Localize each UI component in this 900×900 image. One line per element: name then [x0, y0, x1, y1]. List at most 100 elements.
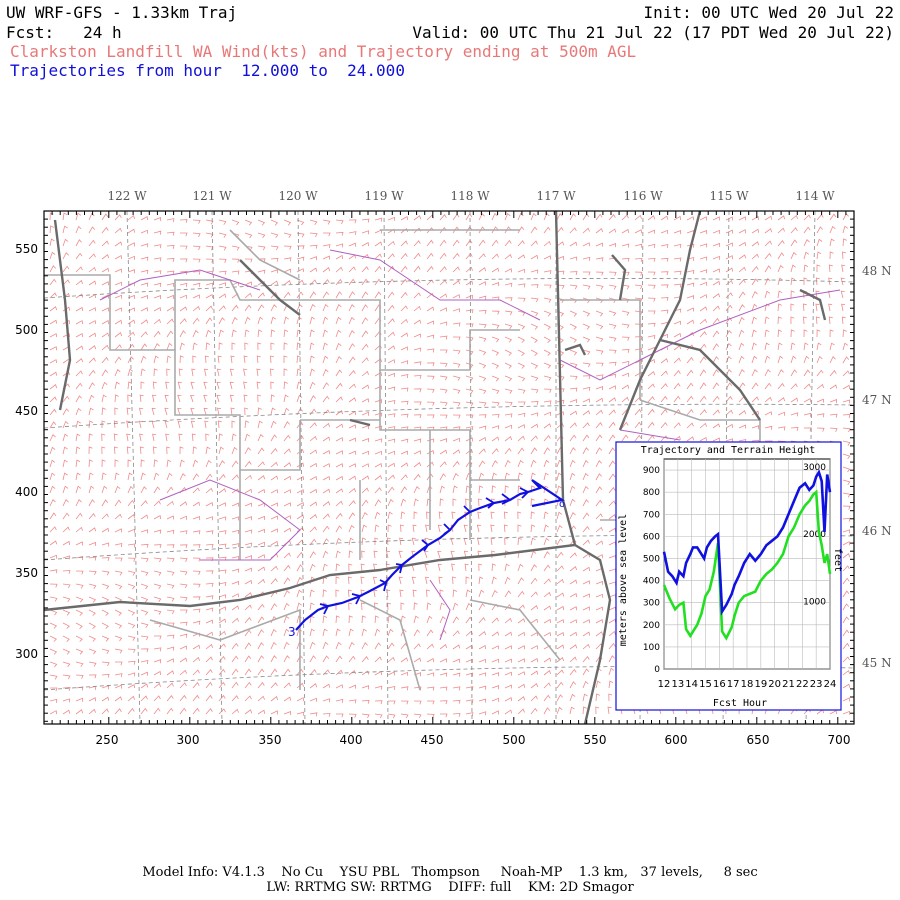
wind-barb	[62, 212, 68, 221]
wind-barb	[426, 615, 433, 624]
wind-barb	[569, 323, 577, 330]
wind-barb	[582, 310, 591, 317]
wind-barb	[634, 243, 643, 248]
wind-barb	[673, 257, 682, 262]
wind-barb	[192, 596, 201, 601]
wind-barb	[530, 254, 539, 260]
wind-barb	[322, 316, 329, 325]
wind-barb	[88, 513, 96, 520]
wind-barb	[465, 672, 474, 677]
wind-barb	[166, 245, 175, 250]
wind-barb	[205, 473, 213, 481]
wind-barb	[179, 707, 187, 715]
wind-barb	[335, 512, 343, 520]
wind-barb	[151, 394, 157, 403]
wind-barb	[153, 670, 162, 676]
model-info-line2: LW: RRTMG SW: RRTMG DIFF: full KM: 2D Sm…	[266, 880, 634, 895]
wind-barb	[478, 698, 487, 703]
wind-barb	[322, 641, 329, 650]
wind-barb	[283, 641, 290, 650]
wind-barb	[426, 629, 434, 637]
wind-barb	[543, 591, 551, 598]
wind-barb	[322, 501, 331, 507]
wind-barb	[556, 706, 563, 715]
wind-barb	[463, 524, 468, 533]
wind-barb	[244, 709, 253, 715]
wind-barb	[283, 329, 289, 338]
wind-barb	[361, 615, 366, 624]
wind-barb	[478, 685, 487, 690]
wind-barb	[49, 278, 57, 286]
wind-barb	[426, 375, 435, 380]
wind-barb	[660, 229, 669, 234]
wind-barb	[686, 282, 695, 287]
wind-barb	[426, 511, 431, 520]
wind-barb	[309, 449, 318, 455]
wind-barb	[218, 502, 227, 507]
wind-barb	[569, 644, 578, 650]
wind-barb	[647, 297, 656, 302]
wind-barb	[205, 656, 213, 663]
wind-barb	[283, 394, 289, 403]
wind-barb	[608, 667, 615, 676]
wind-barb	[49, 698, 58, 703]
wind-barb	[283, 219, 292, 226]
wind-barb	[478, 323, 487, 329]
wind-barb	[322, 303, 329, 312]
wind-barb	[322, 463, 331, 468]
wind-barb	[153, 609, 162, 615]
wind-barb	[647, 421, 655, 429]
wind-barb	[543, 657, 552, 663]
wind-barb	[283, 628, 290, 637]
wind-barb	[166, 544, 175, 549]
wind-barb	[569, 619, 578, 624]
wind-barb	[504, 212, 511, 221]
wind-barb	[595, 554, 604, 559]
wind-barb	[216, 394, 221, 403]
wind-barb	[400, 700, 409, 705]
wind-barb	[465, 686, 474, 691]
inset-x-tick-label: 19	[754, 679, 767, 690]
wind-barb	[153, 270, 162, 275]
wind-barb	[62, 279, 70, 286]
wind-barb	[309, 291, 317, 299]
wind-barb	[75, 472, 81, 481]
wind-barb	[322, 525, 330, 533]
wind-barb	[556, 592, 565, 598]
wind-barb	[751, 342, 757, 351]
wind-barb	[517, 283, 526, 288]
trajectory-arrow	[501, 493, 512, 505]
wind-barb	[582, 619, 591, 624]
wind-barb	[75, 252, 83, 260]
trajectory-arrow	[319, 603, 330, 615]
wind-barb	[478, 349, 487, 356]
wind-barb	[699, 256, 708, 261]
wind-barb	[49, 408, 57, 416]
wind-barb	[62, 333, 71, 338]
wind-barb	[803, 316, 808, 325]
wind-barb	[556, 255, 565, 261]
wind-barb	[49, 359, 58, 364]
wind-barb	[283, 696, 292, 702]
wind-barb	[504, 362, 512, 369]
wind-barb	[127, 394, 132, 403]
wind-barb	[582, 668, 590, 676]
wind-barb	[361, 291, 369, 299]
inset-y-tick-label: 800	[643, 488, 660, 498]
wind-barb	[322, 449, 331, 455]
wind-barb	[140, 596, 149, 603]
wind-barb	[699, 369, 707, 377]
wind-barb	[725, 395, 733, 403]
wind-barb	[530, 412, 539, 417]
wind-barb	[114, 227, 122, 234]
wind-barb	[803, 239, 810, 247]
wind-barb	[361, 487, 369, 494]
wind-barb	[699, 230, 708, 235]
wind-barb	[738, 291, 746, 299]
wind-barb	[336, 713, 344, 718]
wind-barb	[179, 306, 188, 312]
wind-barb	[101, 267, 110, 273]
trajectory-arrow	[395, 563, 404, 574]
wind-barb	[842, 565, 850, 572]
wind-barb	[140, 648, 149, 653]
